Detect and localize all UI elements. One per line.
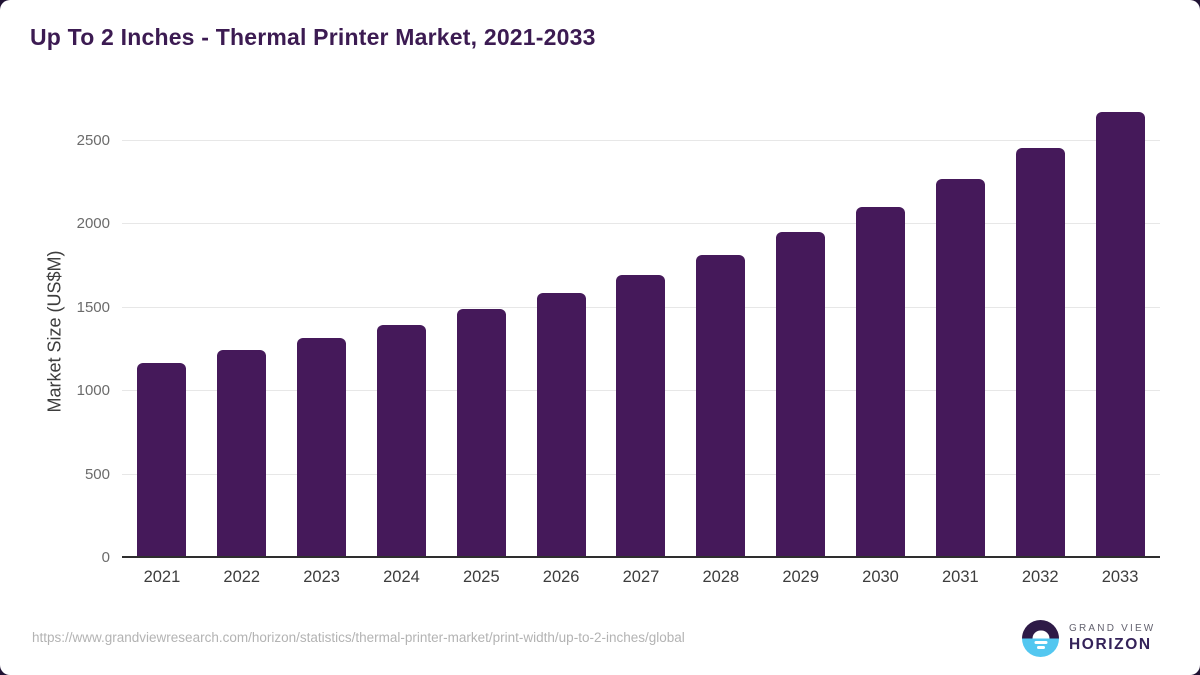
x-tick-label-2030: 2030: [862, 568, 899, 586]
logo-product-name: HORIZON: [1069, 636, 1152, 654]
bar-slot-2028: [681, 86, 761, 558]
bar-2021[interactable]: [137, 362, 187, 558]
bar-slot-2029: [761, 86, 841, 558]
bar-slot-2027: [601, 86, 681, 558]
bar-slot-2032: [1000, 86, 1080, 558]
x-tick-label-2025: 2025: [462, 568, 500, 586]
y-tick-label-1000: 1000: [76, 382, 110, 399]
x-tick-label-2033: 2033: [1101, 568, 1139, 586]
footer: https://www.grandviewresearch.com/horizo…: [0, 614, 1200, 675]
bar-2022[interactable]: [217, 350, 267, 558]
x-tick-label-2027: 2027: [622, 568, 660, 586]
bar-slot-2023: [282, 86, 362, 558]
x-axis-ticks: 2021 2022 2023 2024 2025 2026 2027 2028 2029 2030…: [122, 568, 1160, 587]
chart-title: Up To 2 Inches - Thermal Printer Market,…: [30, 24, 596, 50]
x-axis-line: [122, 556, 1160, 558]
x-tick-label-2026: 2026: [542, 568, 580, 586]
x-tick-label-2032: 2032: [1021, 568, 1059, 586]
logo-brand-name: GRAND VIEW: [1069, 622, 1156, 634]
bar-2032[interactable]: [1015, 148, 1065, 558]
bar-2027[interactable]: [616, 274, 666, 558]
horizon-sun-icon: [1022, 620, 1059, 657]
plot-area: [122, 86, 1160, 558]
bar-slot-2030: [841, 86, 921, 558]
bar-2031[interactable]: [935, 178, 985, 558]
source-url: https://www.grandviewresearch.com/horizo…: [32, 630, 685, 645]
y-tick-label-1500: 1500: [76, 298, 110, 316]
bar-slot-2022: [202, 86, 282, 558]
bar-slot-2021: [122, 86, 202, 558]
x-tick-label-2022: 2022: [223, 568, 261, 586]
grand-view-horizon-logo[interactable]: GRAND VIEW HORIZON: [1022, 620, 1155, 657]
gridline-2000: [122, 223, 1160, 224]
bar-slot-2024: [362, 86, 442, 558]
bar-2026[interactable]: [536, 293, 586, 558]
y-tick-label-2000: 2000: [76, 215, 110, 232]
y-axis-ticks: 0 500 1000 1500 2000 2500: [0, 0, 110, 675]
y-tick-label-500: 500: [84, 465, 110, 483]
bar-slot-2025: [441, 86, 521, 558]
bar-2033[interactable]: [1095, 112, 1145, 558]
bars-container: [122, 86, 1160, 558]
bar-2024[interactable]: [376, 325, 426, 558]
x-tick-label-2023: 2023: [303, 568, 340, 586]
bar-2025[interactable]: [456, 309, 506, 558]
x-tick-label-2021: 2021: [143, 568, 181, 586]
x-tick-label-2024: 2024: [383, 568, 420, 586]
y-tick-label-0: 0: [101, 549, 110, 566]
bar-2029[interactable]: [776, 232, 826, 558]
bar-2030[interactable]: [856, 207, 906, 558]
bar-2023[interactable]: [297, 338, 347, 558]
x-tick-label-2028: 2028: [702, 568, 740, 586]
bar-slot-2026: [521, 86, 601, 558]
bar-slot-2031: [920, 86, 1000, 558]
bar-2028[interactable]: [696, 254, 746, 558]
x-tick-label-2031: 2031: [942, 568, 979, 586]
gridline-2500: [122, 139, 1160, 141]
bar-slot-2033: [1080, 86, 1160, 558]
y-tick-label-2500: 2500: [76, 131, 110, 149]
x-tick-label-2029: 2029: [782, 568, 820, 586]
